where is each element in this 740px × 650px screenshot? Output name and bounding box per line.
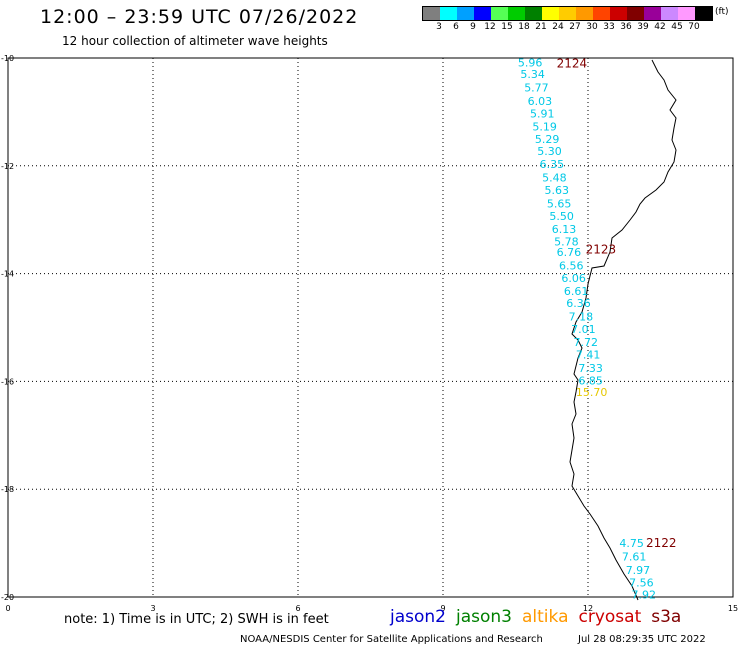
wave-height-label: 5.29 [535, 133, 560, 146]
wave-height-label: 7.33 [578, 362, 603, 375]
color-swatch [491, 7, 508, 20]
pass-time-label: 2123 [586, 242, 617, 256]
wave-height-label: 5.30 [537, 145, 562, 158]
satellite-legend: jason2 jason3 altika cryosat s3a [390, 607, 691, 627]
wave-height-label: 6.36 [566, 297, 591, 310]
color-swatch [457, 7, 474, 20]
wave-height-label: 6.85 [578, 374, 603, 387]
wave-height-label: 6.56 [559, 260, 584, 273]
lon-tick-label: 12 [583, 604, 593, 613]
lon-tick-label: 0 [5, 604, 10, 613]
wave-height-label: 7.97 [626, 564, 651, 577]
color-scale-label: 27 [569, 22, 581, 32]
color-scale-unit: (ft) [715, 7, 729, 17]
wave-height-label: 4.75 [619, 537, 644, 550]
lon-tick-label: 9 [440, 604, 445, 613]
satellite-label-altika: altika [522, 607, 569, 627]
wave-height-label: 7.18 [569, 311, 594, 324]
color-scale-label: 12 [484, 22, 496, 32]
pass-time-label: 2122 [646, 536, 677, 550]
page-subtitle: 12 hour collection of altimeter wave hei… [62, 34, 328, 48]
wave-height-label: 7.92 [632, 588, 657, 601]
wave-height-label: 6.03 [528, 95, 553, 108]
color-swatch [559, 7, 576, 20]
satellite-label-cryosat: cryosat [578, 607, 642, 627]
color-scale-legend: 3 6 9 12 15 18 21 24 27 30 33 36 39 42 45 70 (ft) [422, 6, 729, 35]
wave-height-label: 7.56 [629, 576, 654, 589]
color-swatch [695, 7, 712, 20]
wave-height-label: 7.61 [622, 551, 647, 564]
lon-tick-label: 15 [728, 604, 738, 613]
color-swatch [678, 7, 695, 20]
color-scale-label: 24 [552, 22, 564, 32]
wave-height-label: 7.41 [576, 348, 601, 361]
wave-height-label: 5.78 [554, 235, 579, 248]
color-swatch [593, 7, 610, 20]
color-swatch [576, 7, 593, 20]
wave-height-label: 5.34 [520, 68, 545, 81]
color-scale-label: 45 [671, 22, 683, 32]
color-scale-label: 6 [453, 22, 459, 32]
color-swatch [661, 7, 678, 20]
color-scale-label: 70 [688, 22, 700, 32]
wave-height-label: 5.48 [542, 172, 567, 185]
timestamp-text: Jul 28 08:29:35 UTC 2022 [578, 634, 706, 645]
lat-tick-label: -10 [1, 54, 14, 63]
color-scale-label: 3 [436, 22, 442, 32]
wave-height-label: 7.72 [574, 336, 599, 349]
wave-height-label: 5.19 [532, 120, 557, 133]
lon-tick-label: 6 [295, 604, 300, 613]
color-scale-label: 42 [654, 22, 666, 32]
wave-height-label: 6.76 [557, 246, 582, 259]
map-frame [7, 57, 734, 598]
wave-height-label: 5.91 [530, 108, 555, 121]
wave-height-label: 5.65 [547, 198, 572, 211]
pass-time-label: 2124 [557, 56, 588, 70]
wave-height-label: 6.61 [564, 285, 589, 298]
wave-height-label: 6.06 [561, 272, 586, 285]
satellite-label-jason3: jason3 [456, 607, 512, 627]
color-swatch [440, 7, 457, 20]
lat-tick-label: -20 [1, 593, 14, 602]
color-swatch [627, 7, 644, 20]
wave-height-label: 5.63 [545, 184, 570, 197]
lat-tick-label: -12 [1, 162, 14, 171]
color-swatch [644, 7, 661, 20]
wave-height-label: 5.96 [518, 56, 543, 69]
color-swatch [525, 7, 542, 20]
color-scale-label: 21 [535, 22, 547, 32]
lon-tick-label: 3 [150, 604, 155, 613]
wave-height-label: 5.77 [524, 82, 549, 95]
color-scale-label: 15 [501, 22, 513, 32]
wave-height-label: 7.01 [571, 323, 596, 336]
color-swatch [508, 7, 525, 20]
color-scale-label: 18 [518, 22, 530, 32]
color-scale-label: 9 [470, 22, 476, 32]
color-scale-label: 33 [603, 22, 615, 32]
lat-tick-label: -14 [1, 270, 14, 279]
color-swatch [474, 7, 491, 20]
color-scale-labels: 3 6 9 12 15 18 21 24 27 30 33 36 39 42 45 70 [422, 21, 713, 35]
wave-height-label: 6.13 [552, 223, 577, 236]
color-swatch [542, 7, 559, 20]
wave-height-label: 6.35 [540, 158, 565, 171]
satellite-label-s3a: s3a [651, 607, 682, 627]
wave-height-label: 15.70 [576, 386, 608, 399]
credit-text: NOAA/NESDIS Center for Satellite Applica… [240, 634, 543, 645]
color-scale-label: 36 [620, 22, 632, 32]
footer-note: note: 1) Time is in UTC; 2) SWH is in fe… [64, 612, 329, 627]
lat-tick-label: -16 [1, 377, 14, 386]
color-scale-swatches [422, 6, 713, 21]
color-scale-label: 39 [637, 22, 649, 32]
page-title: 12:00 – 23:59 UTC 07/26/2022 [40, 6, 359, 28]
color-swatch [610, 7, 627, 20]
wave-height-label: 5.50 [549, 210, 574, 223]
color-swatch [423, 7, 440, 20]
color-scale-label: 30 [586, 22, 598, 32]
satellite-label-jason2: jason2 [390, 607, 446, 627]
lat-tick-label: -18 [1, 485, 14, 494]
coastline [569, 59, 677, 601]
